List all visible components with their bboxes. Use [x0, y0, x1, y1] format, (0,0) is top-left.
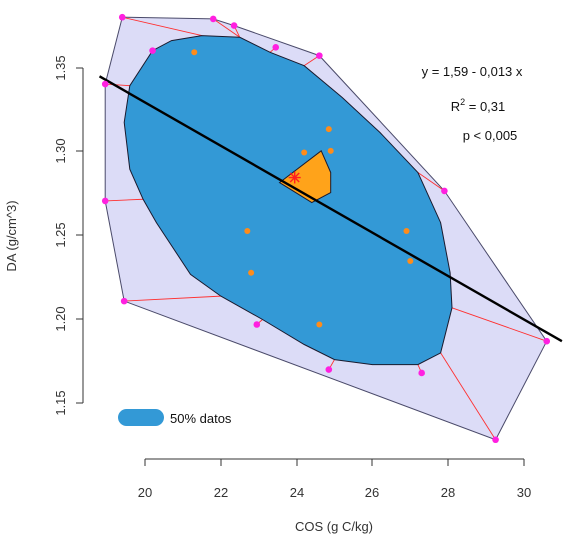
p-value-label: p < 0,005: [463, 128, 518, 143]
plot-area: [98, 13, 563, 444]
r-squared-value: = 0,31: [465, 99, 505, 114]
x-tick-label: 20: [138, 485, 152, 500]
data-point: [316, 321, 323, 328]
outlier-point: [316, 52, 323, 59]
x-tick-label: 24: [290, 485, 304, 500]
x-axis-ticks: [144, 459, 525, 466]
outlier-point: [120, 297, 128, 305]
median-region: [278, 150, 332, 204]
loop-spoke: [440, 352, 496, 440]
outlier-point: [325, 366, 333, 373]
x-axis-tick-labels: 20 22 24 26 28 30: [138, 485, 531, 500]
y-tick-label: 1.35: [53, 55, 68, 80]
outlier-point: [418, 369, 425, 377]
y-tick-label: 1.25: [53, 222, 68, 247]
outlier-point: [101, 80, 109, 88]
outlier-point: [253, 321, 261, 328]
legend: 50% datos: [118, 409, 232, 426]
y-axis-title: DA (g/cm^3): [4, 200, 19, 271]
r-squared-label: R2 = 0,31: [451, 97, 506, 114]
y-axis-tick-labels: 1.15 1.20 1.25 1.30 1.35: [53, 55, 68, 415]
y-axis-ticks: [76, 67, 83, 404]
data-point: [244, 227, 251, 234]
data-point: [248, 269, 255, 276]
median-star: [288, 171, 301, 184]
data-point: [301, 149, 308, 156]
legend-swatch: [118, 409, 164, 426]
legend-label: 50% datos: [170, 411, 232, 426]
x-tick-label: 30: [517, 485, 531, 500]
data-point: [403, 227, 410, 234]
outlier-point: [209, 15, 217, 23]
loop-spoke: [212, 18, 241, 38]
outlier-point: [230, 22, 238, 29]
data-point: [407, 258, 414, 265]
loop-spoke: [451, 307, 547, 342]
x-tick-label: 28: [441, 485, 455, 500]
data-point: [325, 126, 332, 133]
r-squared-base: R: [451, 99, 460, 114]
x-tick-label: 26: [365, 485, 379, 500]
outlier-point: [272, 43, 280, 51]
y-tick-label: 1.15: [53, 390, 68, 415]
outlier-point: [101, 197, 109, 205]
outlier-point: [492, 436, 499, 444]
outlier-point: [118, 13, 126, 21]
data-point: [191, 49, 198, 56]
x-axis-title: COS (g C/kg): [295, 519, 373, 534]
loop-spoke: [417, 172, 445, 192]
y-tick-label: 1.30: [53, 138, 68, 163]
bag-polygon: [123, 35, 453, 366]
data-point: [327, 147, 334, 154]
outlier-point: [149, 47, 156, 54]
regression-line: [98, 75, 563, 343]
y-tick-label: 1.20: [53, 306, 68, 331]
outlier-point: [543, 337, 551, 345]
r-squared-superscript: 2: [460, 97, 465, 107]
loop-spoke: [105, 198, 144, 202]
loop-spoke: [105, 83, 130, 87]
x-tick-label: 22: [214, 485, 228, 500]
outlier-point: [441, 187, 448, 195]
loop-spoke: [122, 16, 202, 37]
loop-spoke: [124, 295, 221, 302]
regression-equation: y = 1,59 - 0,013 x: [422, 64, 523, 79]
